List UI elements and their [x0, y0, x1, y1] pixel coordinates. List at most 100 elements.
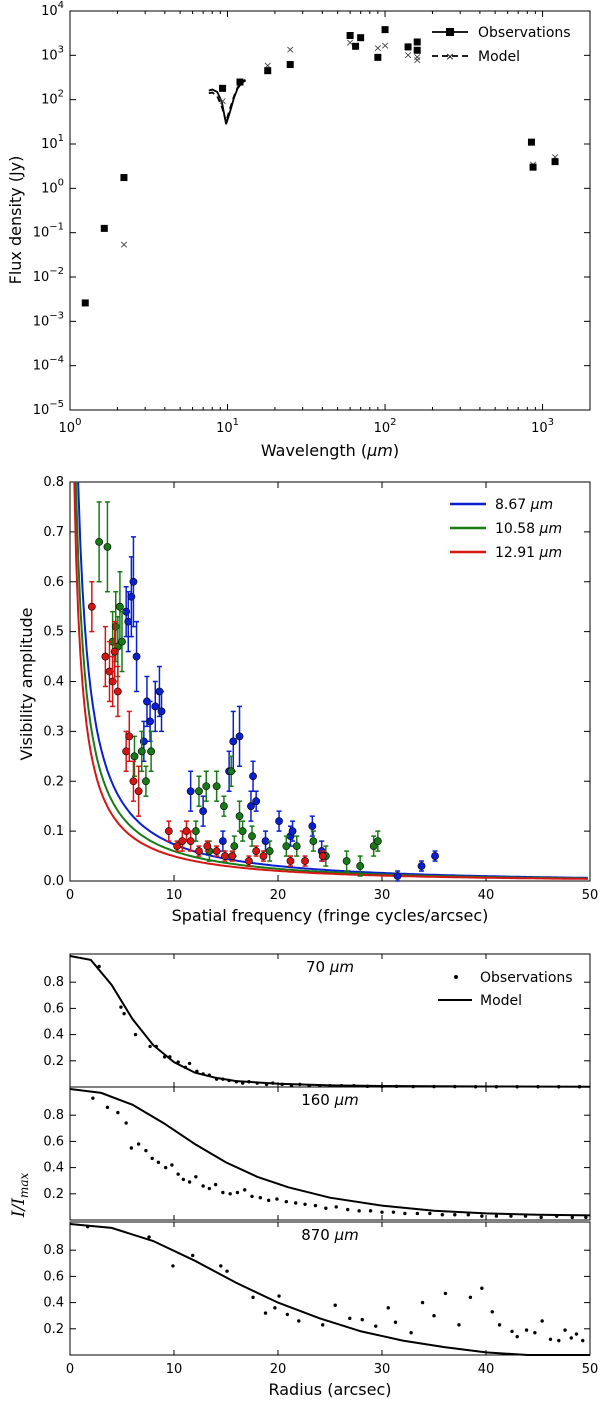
profile-point	[334, 1205, 338, 1209]
profile-point	[374, 1324, 378, 1328]
observation-point	[357, 34, 365, 42]
y-tick-exponent: 4	[58, 0, 64, 11]
y-tick-label: 0.6	[43, 1269, 64, 1284]
sed-legend-model: Model	[478, 49, 520, 65]
profile-point	[280, 1082, 284, 1087]
profile-point	[85, 1224, 90, 1229]
x-tick-label: 101	[216, 417, 239, 436]
profile-point	[298, 1082, 302, 1087]
visibility-point	[318, 852, 327, 860]
visibility-point	[146, 717, 154, 726]
observation-point	[219, 84, 227, 92]
y-tick-label: 0.8	[43, 475, 64, 490]
visibility-point	[265, 847, 274, 855]
profile-point	[333, 1303, 337, 1307]
profile-point	[365, 1084, 370, 1089]
profile-point	[219, 1264, 223, 1268]
profile-point	[480, 1214, 484, 1218]
x-tick-exponent: 1	[233, 417, 239, 428]
observation-point	[381, 26, 389, 34]
profile-point	[97, 964, 101, 969]
profile-model-line	[69, 1223, 590, 1356]
visibility-point	[308, 822, 317, 831]
x-tick-exponent: 2	[390, 417, 396, 428]
profile-point	[391, 1210, 396, 1214]
legend-label-8.67: 8.67 μm	[495, 497, 553, 513]
y-tick-label: 0.2	[43, 1322, 64, 1337]
x-tick-label: 10	[166, 888, 183, 903]
profile-point	[147, 1235, 151, 1239]
profile-label-unit: μm	[329, 958, 354, 976]
y-tick-label: 0.1	[43, 824, 64, 839]
visibility-point	[203, 842, 212, 850]
visibility-point	[227, 767, 236, 776]
observation-point	[529, 163, 537, 171]
profile-point	[523, 1214, 528, 1218]
profile-point	[207, 1073, 212, 1077]
profile-model-line	[69, 955, 591, 1088]
visibility-point	[235, 732, 244, 741]
y-tick-label: 10−1	[33, 222, 64, 241]
y-tick-exponent: −4	[49, 355, 64, 366]
profile-point	[443, 1291, 448, 1296]
vis-ylabel: Visibility amplitude	[17, 608, 36, 761]
legend-label-10.58: 10.58 μm	[495, 521, 562, 537]
legend-unit: μm	[530, 497, 554, 513]
visibility-point	[282, 842, 291, 850]
profile-point	[415, 1211, 420, 1216]
x-tick-label: 40	[478, 888, 495, 903]
y-tick-label: 10−5	[33, 399, 64, 418]
model-point: ×	[373, 42, 382, 55]
observation-point	[413, 46, 421, 54]
profile-point	[243, 1188, 247, 1192]
x-tick-label: 40	[478, 1362, 495, 1377]
y-tick-label: 0.4	[43, 1296, 64, 1311]
profile-point	[124, 1121, 128, 1125]
model-point: ×	[286, 43, 295, 56]
y-tick-label: 0.6	[43, 1134, 64, 1149]
observation-point	[264, 67, 272, 75]
profile-point	[228, 1192, 232, 1196]
profile-point	[570, 1215, 575, 1220]
profile-point	[548, 1337, 553, 1341]
profile-point	[122, 1011, 126, 1016]
profile-panel-160: 0.8 0.6 0.4 0.2 160 μm	[43, 1086, 591, 1221]
visibility-point	[393, 872, 402, 880]
visibility-point	[125, 732, 134, 741]
visibility-point	[356, 862, 365, 870]
y-tick-label: 100	[41, 177, 64, 196]
profile-point	[321, 1323, 325, 1327]
legend-unit: μm	[539, 521, 563, 537]
y-tick-label: 0.8	[43, 1243, 64, 1258]
profile-point	[191, 1253, 195, 1258]
visibility-point	[247, 802, 255, 811]
profile-point	[258, 1196, 263, 1200]
y-tick-label: 101	[41, 133, 64, 152]
profile-point	[581, 1338, 585, 1343]
prof-legend-observations: Observations	[480, 970, 573, 986]
profile-point	[275, 1197, 279, 1201]
visibility-point	[212, 847, 221, 855]
visibility-point	[186, 837, 195, 845]
y-tick-label: 0.6	[43, 575, 64, 590]
visibility-point	[186, 787, 195, 796]
visibility-point	[218, 837, 227, 845]
profile-point	[176, 1172, 180, 1176]
profile-point	[490, 1310, 494, 1314]
visibility-point	[220, 802, 228, 811]
y-tick-exponent: −3	[49, 310, 64, 321]
visibility-point	[229, 737, 238, 746]
legend-unit: μm	[539, 545, 563, 561]
x-tick-label: 103	[531, 417, 554, 436]
profile-point	[539, 1215, 543, 1220]
vis-plot-frame	[69, 481, 591, 882]
profile-point	[213, 1182, 218, 1187]
visibility-point	[87, 602, 96, 611]
profile-point	[176, 1060, 180, 1064]
profile-point	[148, 1044, 152, 1049]
profile-point	[201, 1184, 205, 1188]
profile-point	[345, 1207, 350, 1212]
legend-dot-marker	[454, 975, 458, 979]
profile-point	[105, 1105, 110, 1110]
visibility-point	[116, 602, 124, 611]
